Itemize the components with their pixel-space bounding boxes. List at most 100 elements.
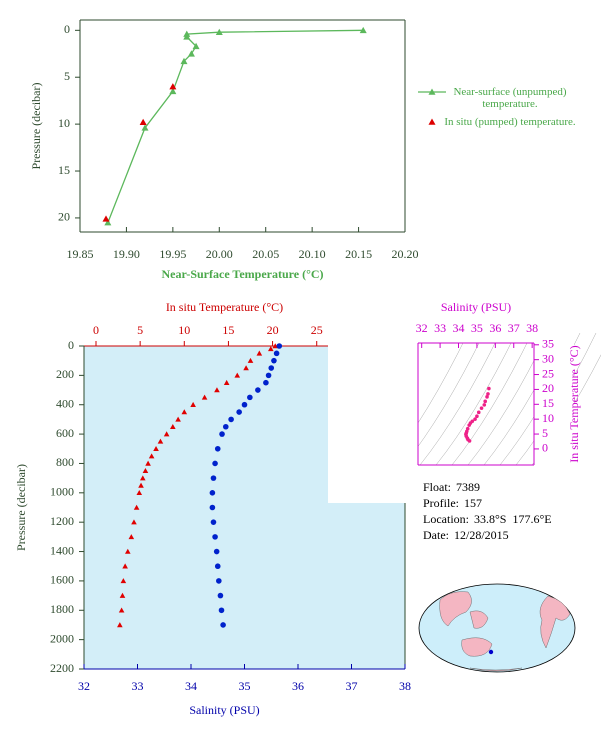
data-point <box>139 118 147 126</box>
data-point <box>217 592 224 599</box>
x-tick-label: 36 <box>489 321 501 335</box>
y-tick-label: 0 <box>64 22 70 36</box>
data-point <box>133 504 140 510</box>
data-point <box>268 346 274 352</box>
info-line: Float: 7389 <box>423 480 480 495</box>
x-tick-label: 34 <box>453 321 465 335</box>
y-tick-label: 2000 <box>50 631 74 645</box>
data-point <box>102 215 110 222</box>
data-point <box>479 406 484 410</box>
data-point <box>486 392 490 396</box>
x-tick-label: 35 <box>239 679 251 693</box>
y-tick-label: 800 <box>56 455 74 469</box>
y-tick-label: 1200 <box>50 514 74 528</box>
data-point <box>141 124 149 131</box>
data-point <box>187 50 195 57</box>
data-point <box>163 431 170 437</box>
x2-tick-label: 25 <box>311 323 323 337</box>
data-point <box>120 578 127 584</box>
data-point <box>222 423 229 430</box>
data-point <box>142 467 149 474</box>
x-tick-label: 33 <box>132 679 144 693</box>
x2-tick-label: 5 <box>137 323 143 337</box>
y-tick-label: 1800 <box>50 602 74 616</box>
y-tick-label: 20 <box>58 210 70 224</box>
data-point <box>210 475 217 481</box>
info-label: Date: <box>423 528 449 542</box>
info-value: 12/28/2015 <box>454 528 509 542</box>
data-point <box>256 350 263 356</box>
data-point <box>119 592 126 598</box>
data-point <box>181 409 188 415</box>
x-tick-label: 19.90 <box>113 247 140 261</box>
y-tick-label: 400 <box>56 396 74 410</box>
info-line: Profile: 157 <box>423 496 482 511</box>
y-tick-label: 5 <box>542 426 548 440</box>
data-point <box>247 394 253 401</box>
legend-marker <box>428 118 436 125</box>
data-point <box>213 548 220 555</box>
info-label: Float: <box>423 480 452 494</box>
data-point <box>236 409 242 415</box>
x-tick-label: 38 <box>399 679 411 693</box>
data-point <box>131 519 137 525</box>
data-point <box>247 357 254 363</box>
map-land <box>469 667 523 672</box>
plot-mask <box>408 313 568 343</box>
x-tick-label: 37 <box>508 321 520 335</box>
data-point <box>476 410 481 415</box>
data-point <box>473 417 477 421</box>
data-point <box>139 475 146 481</box>
y-tick-label: 1000 <box>50 485 74 499</box>
x-tick-label: 32 <box>416 321 428 335</box>
y-tick-label: 1400 <box>50 543 74 557</box>
data-point <box>467 423 471 427</box>
data-point <box>148 453 155 459</box>
y-tick-label: 15 <box>542 396 554 410</box>
y-tick-label: 200 <box>56 367 74 381</box>
data-point <box>214 563 221 570</box>
y-tick-label: 0 <box>68 338 74 352</box>
legend-marker <box>428 88 436 95</box>
data-point <box>276 343 283 349</box>
data-point <box>234 372 241 378</box>
isopycnal <box>419 332 501 466</box>
y-tick-label: 2200 <box>50 661 74 675</box>
x-tick-label: 19.95 <box>159 247 186 261</box>
y-axis-label: In situ Temperature (°C) <box>567 345 581 462</box>
y-tick-label: 1600 <box>50 573 74 587</box>
x-axis-label: Near-Surface Temperature (°C) <box>161 267 323 281</box>
map-land <box>461 637 493 657</box>
info-line: Location: 33.8°S 177.6°E <box>423 512 552 527</box>
x-tick-label: 20.20 <box>392 247 419 261</box>
data-point <box>210 519 217 525</box>
plot-area <box>80 20 405 232</box>
info-label: Profile: <box>423 496 459 510</box>
data-point <box>192 42 200 50</box>
data-point <box>475 414 479 419</box>
y-axis-label: Pressure (decibar) <box>14 464 28 551</box>
y-tick-label: 5 <box>64 69 70 83</box>
data-point <box>117 622 123 628</box>
data-point <box>212 460 218 467</box>
map-land <box>539 595 571 649</box>
x-tick-label: 32 <box>78 679 90 693</box>
data-point <box>482 403 487 407</box>
x-tick-label: 20.15 <box>345 247 372 261</box>
x-tick-label: 36 <box>292 679 304 693</box>
data-point <box>118 607 125 613</box>
plot-mask <box>328 303 418 503</box>
data-point <box>124 548 131 554</box>
data-point <box>214 387 220 393</box>
data-point <box>268 365 275 371</box>
data-point <box>215 28 223 35</box>
data-point <box>273 350 280 357</box>
data-point <box>180 57 188 65</box>
data-point <box>218 607 225 614</box>
data-point <box>255 387 261 393</box>
data-point <box>483 399 488 404</box>
x2-tick-label: 0 <box>93 323 99 337</box>
map <box>418 583 576 673</box>
x2-axis-label: In situ Temperature (°C) <box>166 300 283 314</box>
data-point <box>201 394 208 400</box>
